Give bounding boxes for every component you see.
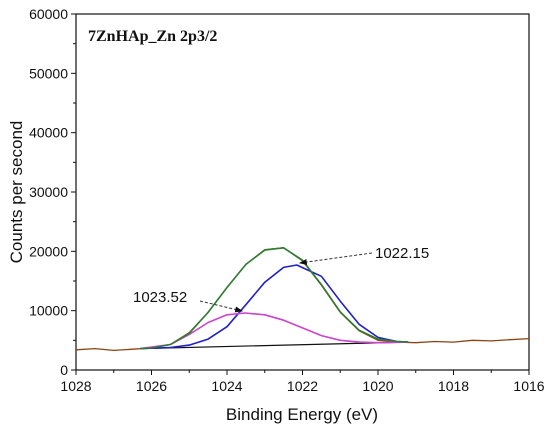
y-tick-label: 40000	[29, 125, 68, 141]
y-tick-label: 10000	[29, 303, 68, 319]
x-tick-label: 1024	[211, 378, 242, 394]
chart-title: 7ZnHAp_Zn 2p3/2	[88, 28, 217, 45]
annotation-label: 1022.15	[375, 245, 429, 262]
x-tick-label: 1020	[362, 378, 393, 394]
x-tick-label: 1018	[438, 378, 469, 394]
y-tick-label: 60000	[29, 6, 68, 22]
annotation-layer: 1022.15 1023.52	[133, 245, 429, 313]
y-tick-label: 0	[60, 362, 68, 378]
plot-frame	[75, 13, 530, 371]
x-tick-label: 1016	[513, 378, 544, 394]
annotation-arrow	[298, 252, 373, 265]
x-tick-label: 1022	[287, 378, 318, 394]
series-line-peak-2	[140, 264, 409, 350]
x-tick-label: 1028	[60, 378, 91, 394]
series-line-peak-3	[140, 312, 409, 350]
ticks-layer: 1028 1026 1024 1022 1020 1018 1016 0 10000 20000 3…	[29, 6, 545, 394]
annotation-label: 1023.52	[133, 289, 187, 306]
y-tick-label: 20000	[29, 243, 68, 259]
annotation-arrow	[199, 300, 244, 313]
x-tick-label: 1026	[136, 378, 167, 394]
y-tick-label: 50000	[29, 65, 68, 81]
series-line-envelope-1	[140, 247, 409, 350]
y-axis-title: Counts per second	[7, 121, 26, 264]
series-line-background-4	[140, 341, 409, 350]
y-tick-label: 30000	[29, 184, 68, 200]
x-axis-title: Binding Energy (eV)	[226, 405, 378, 424]
